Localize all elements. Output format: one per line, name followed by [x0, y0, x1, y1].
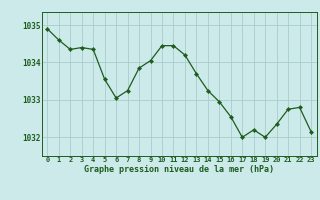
X-axis label: Graphe pression niveau de la mer (hPa): Graphe pression niveau de la mer (hPa) — [84, 165, 274, 174]
